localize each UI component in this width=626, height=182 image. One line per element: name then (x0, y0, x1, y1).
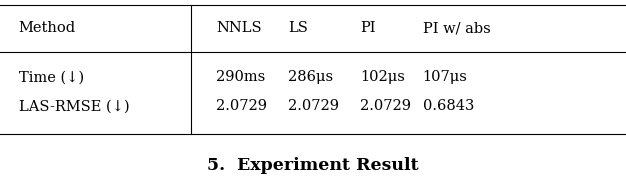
Text: 2.0729: 2.0729 (288, 100, 339, 113)
Text: PI w/ abs: PI w/ abs (423, 21, 490, 35)
Text: NNLS: NNLS (216, 21, 262, 35)
Text: 286μs: 286μs (288, 70, 333, 84)
Text: LS: LS (288, 21, 308, 35)
Text: 2.0729: 2.0729 (360, 100, 411, 113)
Text: Time (↓): Time (↓) (19, 70, 84, 84)
Text: LAS-RMSE (↓): LAS-RMSE (↓) (19, 100, 130, 113)
Text: Method: Method (19, 21, 76, 35)
Text: 5.  Experiment Result: 5. Experiment Result (207, 157, 419, 174)
Text: 2.0729: 2.0729 (216, 100, 267, 113)
Text: 0.6843: 0.6843 (423, 100, 474, 113)
Text: 102μs: 102μs (360, 70, 405, 84)
Text: PI: PI (360, 21, 376, 35)
Text: 107μs: 107μs (423, 70, 468, 84)
Text: 290ms: 290ms (216, 70, 265, 84)
